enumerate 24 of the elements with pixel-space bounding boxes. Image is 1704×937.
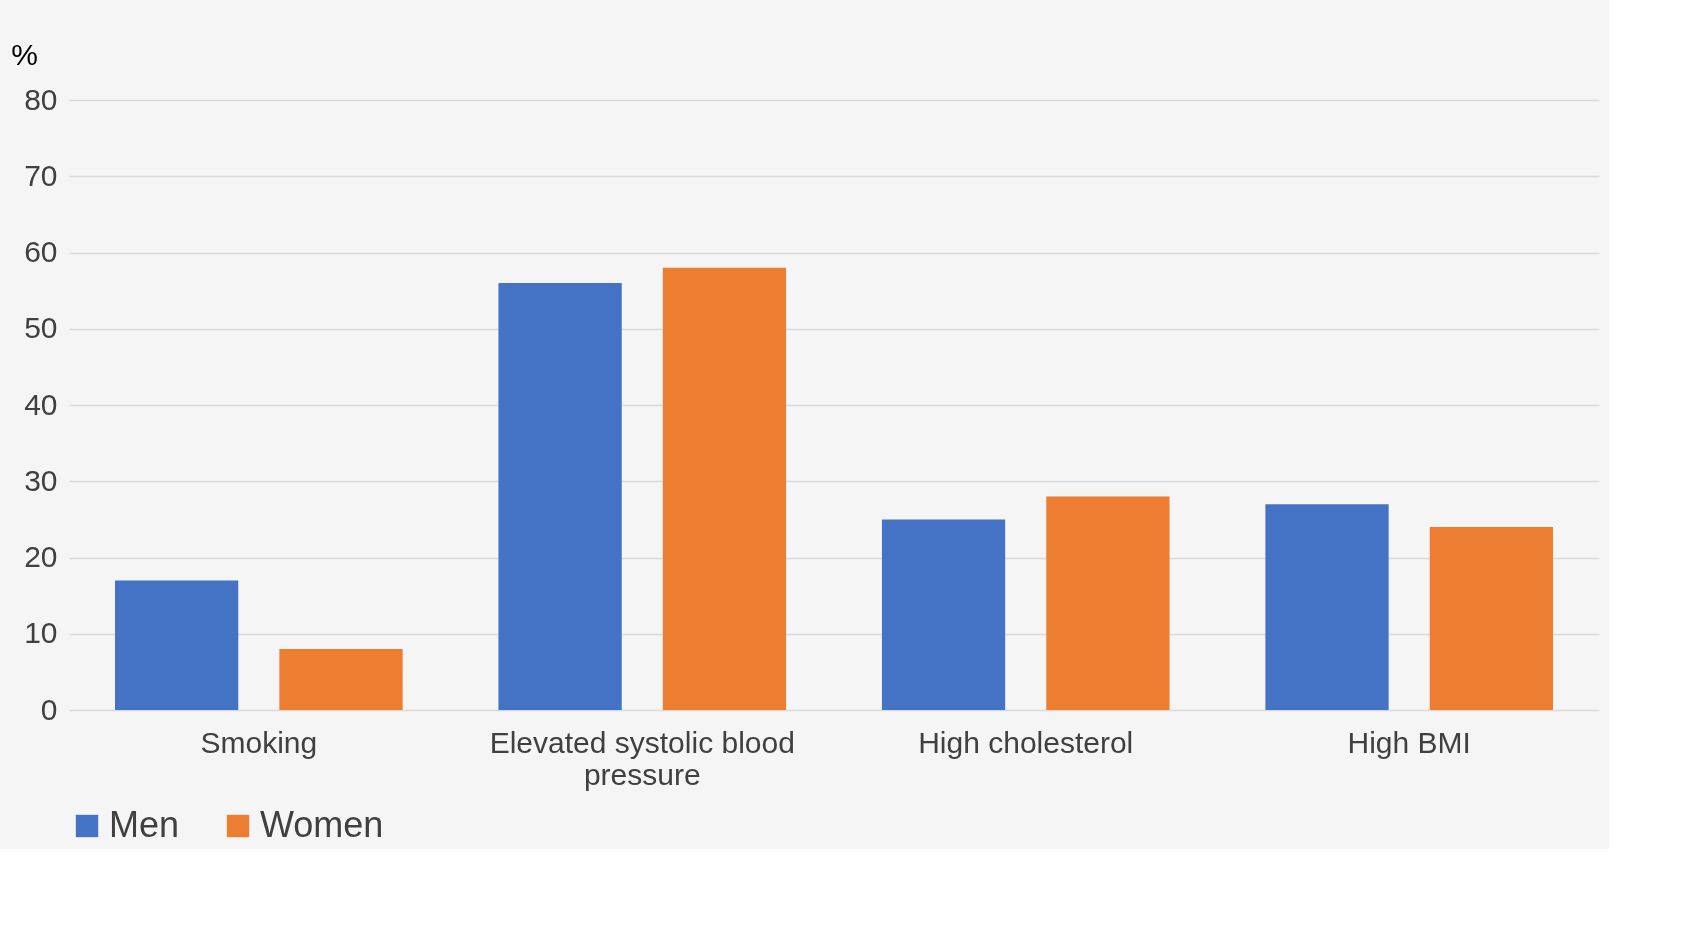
y-tick-label: 30: [24, 463, 58, 497]
y-tick-label: 10: [24, 616, 58, 650]
legend-label: Women: [260, 804, 384, 845]
bar: [1429, 527, 1553, 710]
x-tick-label: High BMI: [1347, 725, 1471, 759]
y-axis-title: %: [11, 37, 38, 71]
bar: [1265, 504, 1389, 710]
y-tick-label: 80: [24, 82, 58, 116]
bar: [279, 649, 403, 710]
y-tick-label: 70: [24, 158, 58, 192]
y-tick-label: 40: [24, 387, 58, 421]
x-tick-label: Smoking: [200, 725, 318, 759]
legend-label: Men: [109, 804, 180, 845]
y-tick-label: 20: [24, 540, 58, 573]
x-tick-label: Elevated systolic blood pressure: [489, 725, 795, 791]
x-tick-label: High cholesterol: [918, 725, 1134, 759]
bar: [662, 267, 787, 710]
y-tick-label: 60: [24, 235, 58, 268]
bar: [881, 519, 1006, 710]
bar: [115, 580, 239, 710]
bar: [1046, 496, 1170, 710]
bar: [498, 283, 622, 710]
y-tick-label: 0: [40, 692, 58, 726]
y-tick-label: 50: [24, 311, 58, 345]
